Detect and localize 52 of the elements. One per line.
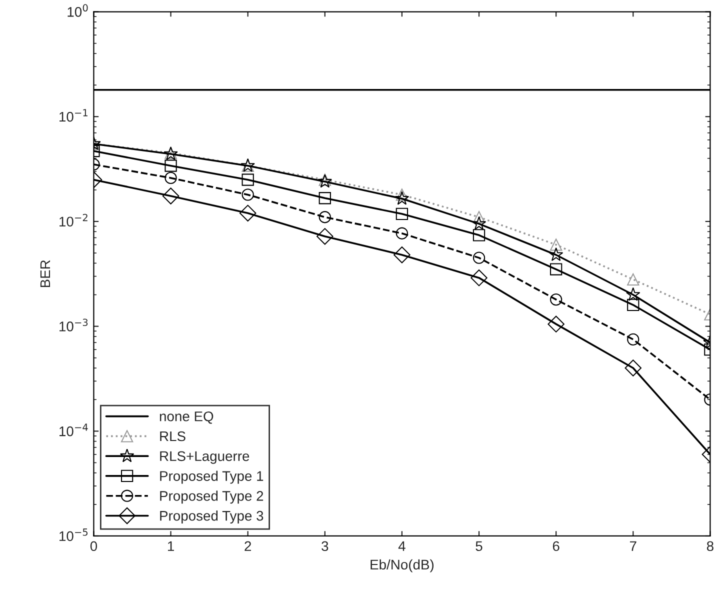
point xyxy=(472,216,486,230)
point xyxy=(396,188,408,201)
point xyxy=(472,229,486,242)
point xyxy=(550,238,562,251)
point xyxy=(548,316,564,332)
y-tick-label: 10$^{−5}$ xyxy=(60,528,88,542)
point xyxy=(164,160,177,172)
point xyxy=(242,174,254,186)
point xyxy=(472,252,486,264)
point xyxy=(239,204,256,222)
x-tick-label: 2 xyxy=(244,541,252,551)
point xyxy=(318,192,331,204)
x-tick-label: 1 xyxy=(168,541,174,551)
point xyxy=(316,228,334,245)
y-tick-label: 10$^{−1}$ xyxy=(60,109,88,122)
point xyxy=(627,333,640,346)
point xyxy=(394,246,410,264)
y-tick-label: 10$^{−4}$ xyxy=(60,424,88,436)
point xyxy=(396,208,408,220)
legend-label: none EQ xyxy=(160,411,214,424)
legend-label: RLS xyxy=(160,431,186,442)
point xyxy=(394,191,410,205)
point xyxy=(472,211,486,224)
x-tick-label: 0 xyxy=(90,541,98,552)
x-tick-label: 6 xyxy=(552,541,560,552)
y-axis-title: BER xyxy=(40,260,50,288)
y-tick-label: 10$^{−2}$ xyxy=(60,214,88,227)
point xyxy=(318,211,331,224)
legend-label: Proposed Type 1 xyxy=(160,470,264,484)
point xyxy=(396,227,408,240)
x-tick-label: 3 xyxy=(322,541,328,552)
point xyxy=(242,188,254,201)
point xyxy=(626,287,640,301)
x-axis-title: Eb/No(dB) xyxy=(370,559,434,572)
y-tick-label: 10$^{0}$ xyxy=(68,4,88,17)
point xyxy=(627,298,640,311)
legend-label: Proposed Type 2 xyxy=(160,490,264,504)
y-tick-label: 10$^{−3}$ xyxy=(60,318,88,332)
point xyxy=(627,273,640,286)
point xyxy=(550,263,562,276)
x-tick-label: 7 xyxy=(630,541,636,551)
point xyxy=(624,360,642,376)
point xyxy=(548,247,564,262)
x-tick-label: 8 xyxy=(706,541,714,552)
x-tick-label: 4 xyxy=(398,541,406,551)
point xyxy=(550,293,562,306)
point xyxy=(164,172,177,184)
x-tick-label: 5 xyxy=(476,541,482,552)
point xyxy=(470,269,488,286)
legend-label: RLS+Laguerre xyxy=(160,451,250,464)
point xyxy=(162,188,180,204)
legend-label: Proposed Type 3 xyxy=(160,510,264,524)
